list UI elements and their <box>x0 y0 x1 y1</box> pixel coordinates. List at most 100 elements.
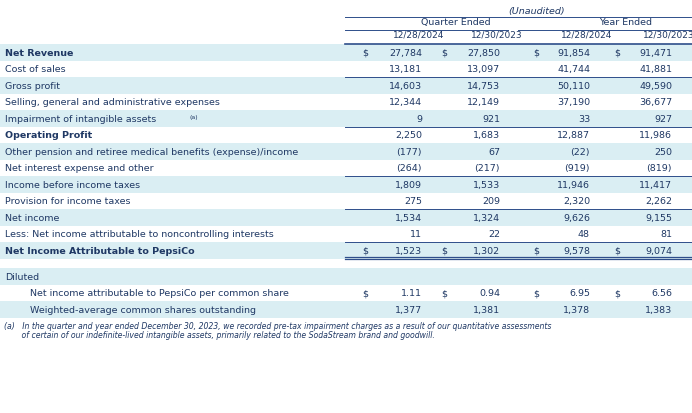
Text: Gross profit: Gross profit <box>5 82 60 90</box>
Text: $: $ <box>614 49 620 57</box>
Text: 11,946: 11,946 <box>557 180 590 190</box>
Text: 27,850: 27,850 <box>467 49 500 57</box>
Text: (177): (177) <box>397 147 422 157</box>
Text: $: $ <box>533 290 539 299</box>
Text: 927: 927 <box>654 114 672 123</box>
Text: 1,523: 1,523 <box>395 247 422 256</box>
Bar <box>0 301 692 318</box>
Bar <box>0 44 692 60</box>
Bar <box>0 192 692 209</box>
Text: 14,753: 14,753 <box>467 82 500 90</box>
Text: 13,097: 13,097 <box>467 65 500 74</box>
Text: 9: 9 <box>416 114 422 123</box>
Text: Provision for income taxes: Provision for income taxes <box>5 197 131 206</box>
Bar <box>0 110 692 126</box>
Text: $: $ <box>362 290 368 299</box>
Text: Net income: Net income <box>5 214 60 223</box>
Text: 48: 48 <box>578 230 590 239</box>
Text: 6.95: 6.95 <box>569 290 590 299</box>
Text: (Unaudited): (Unaudited) <box>509 7 565 16</box>
Bar <box>0 209 692 225</box>
Text: 12/28/2024: 12/28/2024 <box>393 31 445 40</box>
Text: 1,383: 1,383 <box>645 306 672 315</box>
Text: 12,887: 12,887 <box>557 131 590 140</box>
Text: 11,986: 11,986 <box>639 131 672 140</box>
Text: $: $ <box>533 49 539 57</box>
Text: 37,190: 37,190 <box>557 98 590 107</box>
Text: 0.94: 0.94 <box>479 290 500 299</box>
Text: 1,533: 1,533 <box>473 180 500 190</box>
Text: Quarter Ended: Quarter Ended <box>421 18 491 27</box>
Text: 250: 250 <box>654 147 672 157</box>
Text: (22): (22) <box>570 147 590 157</box>
Bar <box>0 126 692 143</box>
Text: Selling, general and administrative expenses: Selling, general and administrative expe… <box>5 98 220 107</box>
Bar <box>0 93 692 110</box>
Text: $: $ <box>441 247 447 256</box>
Text: 1,809: 1,809 <box>395 180 422 190</box>
Text: Diluted: Diluted <box>5 273 39 282</box>
Text: 91,471: 91,471 <box>639 49 672 57</box>
Text: $: $ <box>441 290 447 299</box>
Text: 1,534: 1,534 <box>395 214 422 223</box>
Text: Other pension and retiree medical benefits (expense)/income: Other pension and retiree medical benefi… <box>5 147 298 157</box>
Text: Year Ended: Year Ended <box>599 18 653 27</box>
Text: $: $ <box>614 247 620 256</box>
Text: (a)   In the quarter and year ended December 30, 2023, we recorded pre-tax impai: (a) In the quarter and year ended Decemb… <box>4 322 552 331</box>
Text: 36,677: 36,677 <box>639 98 672 107</box>
Text: 2,250: 2,250 <box>395 131 422 140</box>
Bar <box>0 159 692 176</box>
Text: $: $ <box>614 290 620 299</box>
Text: $: $ <box>533 247 539 256</box>
Text: 1,377: 1,377 <box>395 306 422 315</box>
Text: Net interest expense and other: Net interest expense and other <box>5 164 154 173</box>
Text: 275: 275 <box>404 197 422 206</box>
Text: 1,683: 1,683 <box>473 131 500 140</box>
Bar <box>0 285 692 301</box>
Text: (819): (819) <box>646 164 672 173</box>
Bar <box>0 77 692 93</box>
Text: 13,181: 13,181 <box>389 65 422 74</box>
Text: $: $ <box>362 49 368 57</box>
Text: Cost of sales: Cost of sales <box>5 65 66 74</box>
Text: Income before income taxes: Income before income taxes <box>5 180 140 190</box>
Text: 91,854: 91,854 <box>557 49 590 57</box>
Text: Impairment of intangible assets: Impairment of intangible assets <box>5 114 156 123</box>
Text: 33: 33 <box>578 114 590 123</box>
Text: 12/30/2023: 12/30/2023 <box>471 31 523 40</box>
Text: Less: Net income attributable to noncontrolling interests: Less: Net income attributable to noncont… <box>5 230 274 239</box>
Text: 9,578: 9,578 <box>563 247 590 256</box>
Bar <box>0 268 692 285</box>
Text: (264): (264) <box>397 164 422 173</box>
Text: 49,590: 49,590 <box>639 82 672 90</box>
Text: 14,603: 14,603 <box>389 82 422 90</box>
Text: 67: 67 <box>488 147 500 157</box>
Text: 1,324: 1,324 <box>473 214 500 223</box>
Text: (217): (217) <box>475 164 500 173</box>
Text: Net Income Attributable to PepsiCo: Net Income Attributable to PepsiCo <box>5 247 194 256</box>
Text: 12/28/2024: 12/28/2024 <box>561 31 612 40</box>
Text: 2,262: 2,262 <box>645 197 672 206</box>
Text: 11: 11 <box>410 230 422 239</box>
Text: Net income attributable to PepsiCo per common share: Net income attributable to PepsiCo per c… <box>30 290 289 299</box>
Text: 921: 921 <box>482 114 500 123</box>
Bar <box>0 176 692 192</box>
Text: Net Revenue: Net Revenue <box>5 49 73 57</box>
Text: 1,381: 1,381 <box>473 306 500 315</box>
Bar <box>0 225 692 242</box>
Text: 12,149: 12,149 <box>467 98 500 107</box>
Text: 22: 22 <box>488 230 500 239</box>
Text: 1,378: 1,378 <box>563 306 590 315</box>
Text: $: $ <box>362 247 368 256</box>
Text: 9,626: 9,626 <box>563 214 590 223</box>
Bar <box>0 60 692 77</box>
Text: Weighted-average common shares outstanding: Weighted-average common shares outstandi… <box>30 306 256 315</box>
Text: 1.11: 1.11 <box>401 290 422 299</box>
Text: 1,302: 1,302 <box>473 247 500 256</box>
Text: 11,417: 11,417 <box>639 180 672 190</box>
Text: of certain of our indefinite-lived intangible assets, primarily related to the S: of certain of our indefinite-lived intan… <box>4 331 435 340</box>
Text: 41,881: 41,881 <box>639 65 672 74</box>
Text: 209: 209 <box>482 197 500 206</box>
Text: 6.56: 6.56 <box>651 290 672 299</box>
Text: 9,074: 9,074 <box>645 247 672 256</box>
